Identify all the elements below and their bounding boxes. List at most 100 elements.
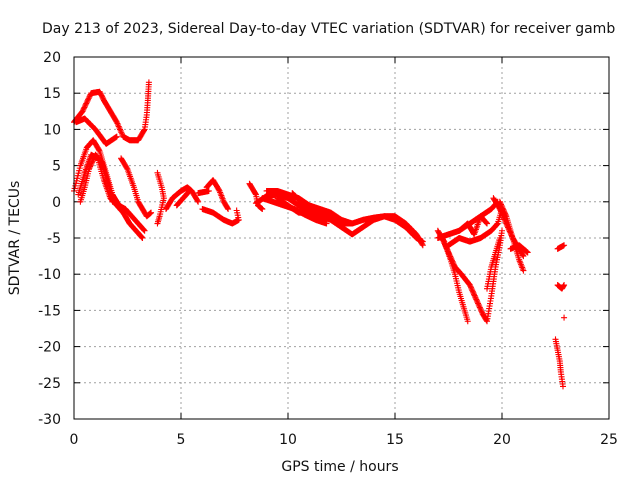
data-point bbox=[496, 235, 503, 241]
data-point bbox=[470, 291, 477, 298]
data-point bbox=[118, 130, 125, 137]
data-point bbox=[154, 220, 161, 227]
chart-title: Day 213 of 2023, Sidereal Day-to-day VTE… bbox=[42, 21, 615, 37]
data-point bbox=[477, 307, 484, 314]
data-point bbox=[139, 235, 146, 241]
x-tick-label: 10 bbox=[279, 432, 297, 448]
data-point bbox=[444, 248, 451, 255]
y-tick-label: -20 bbox=[38, 340, 61, 356]
data-point bbox=[496, 198, 503, 205]
y-tick-label: 20 bbox=[43, 50, 61, 66]
data-point bbox=[473, 297, 480, 304]
data-point bbox=[444, 246, 451, 253]
data-point bbox=[116, 124, 123, 131]
data-point bbox=[474, 299, 481, 306]
data-point bbox=[494, 221, 501, 228]
data-point bbox=[473, 296, 480, 303]
data-point bbox=[469, 288, 476, 295]
series-s4 bbox=[71, 79, 152, 144]
data-point bbox=[118, 129, 125, 136]
data-point bbox=[85, 95, 92, 102]
data-point bbox=[205, 187, 212, 194]
data-point bbox=[314, 214, 321, 221]
data-point bbox=[140, 226, 147, 233]
data-point bbox=[138, 234, 145, 241]
data-point bbox=[500, 206, 507, 213]
data-point bbox=[476, 303, 483, 310]
data-point bbox=[80, 107, 87, 114]
y-tick-label: 5 bbox=[52, 159, 61, 175]
data-point bbox=[500, 208, 507, 215]
data-point bbox=[449, 257, 456, 264]
data-point bbox=[501, 209, 508, 216]
data-point bbox=[145, 79, 152, 86]
data-point bbox=[502, 211, 509, 218]
series-s28 bbox=[554, 242, 568, 252]
x-tick-label: 15 bbox=[386, 432, 404, 448]
series-s13 bbox=[246, 180, 266, 213]
data-point bbox=[447, 253, 454, 260]
series-s5 bbox=[73, 115, 120, 147]
x-tick-label: 25 bbox=[600, 432, 618, 448]
data-point bbox=[469, 287, 476, 294]
data-point bbox=[476, 304, 483, 311]
data-point bbox=[472, 295, 479, 302]
data-point bbox=[194, 197, 201, 204]
series-s30 bbox=[561, 314, 568, 321]
data-point bbox=[141, 227, 148, 234]
data-point bbox=[559, 383, 566, 390]
data-marks bbox=[71, 79, 568, 390]
data-point bbox=[225, 206, 232, 213]
data-point bbox=[519, 252, 526, 259]
data-point bbox=[89, 158, 96, 165]
y-tick-label: -15 bbox=[38, 303, 61, 319]
data-point bbox=[233, 207, 240, 214]
data-point bbox=[86, 164, 93, 171]
series-s31 bbox=[552, 336, 566, 390]
x-tick-label: 20 bbox=[493, 432, 511, 448]
data-point bbox=[83, 100, 90, 107]
data-point bbox=[470, 289, 477, 296]
data-point bbox=[140, 227, 147, 234]
data-point bbox=[467, 283, 474, 290]
data-point bbox=[349, 220, 356, 227]
data-point bbox=[499, 205, 506, 212]
data-point bbox=[520, 267, 527, 274]
data-point bbox=[114, 120, 121, 127]
data-point bbox=[497, 200, 504, 207]
data-point bbox=[97, 157, 104, 164]
data-point bbox=[483, 219, 490, 226]
data-point bbox=[477, 305, 484, 312]
data-point bbox=[81, 104, 88, 111]
data-point bbox=[123, 165, 130, 172]
data-point bbox=[98, 158, 105, 165]
series-s22 bbox=[445, 206, 505, 249]
data-point bbox=[195, 198, 202, 205]
data-point bbox=[441, 240, 448, 247]
series-s27 bbox=[507, 242, 531, 256]
data-point bbox=[468, 284, 475, 291]
data-point bbox=[138, 233, 145, 240]
data-point bbox=[115, 123, 122, 130]
data-point bbox=[475, 301, 482, 308]
data-point bbox=[186, 187, 193, 194]
data-point bbox=[79, 108, 86, 115]
y-tick-label: 15 bbox=[43, 86, 61, 102]
y-tick-label: 0 bbox=[52, 195, 61, 211]
series-s26 bbox=[496, 198, 527, 274]
y-tick-label: 10 bbox=[43, 122, 61, 138]
data-point bbox=[109, 198, 116, 205]
y-tick-label: -10 bbox=[38, 267, 61, 283]
data-point bbox=[482, 219, 489, 226]
y-tick-label: -5 bbox=[47, 231, 61, 247]
data-point bbox=[80, 105, 87, 112]
data-point bbox=[82, 103, 89, 110]
data-point bbox=[148, 209, 155, 216]
data-point bbox=[115, 122, 122, 129]
data-point bbox=[447, 254, 454, 261]
data-point bbox=[85, 166, 92, 173]
data-point bbox=[446, 252, 453, 259]
data-point bbox=[524, 249, 531, 256]
